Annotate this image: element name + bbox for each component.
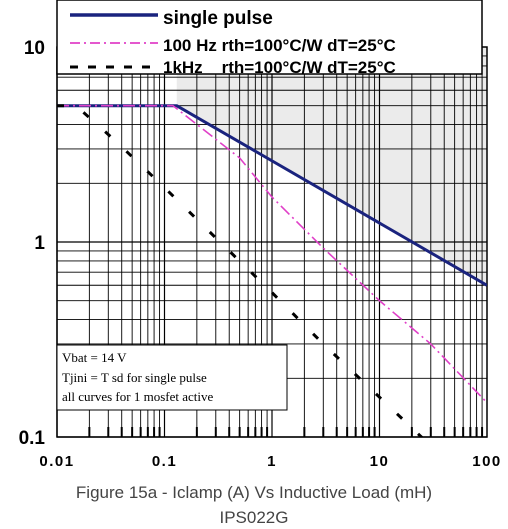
- annotation-line: Vbat = 14 V: [62, 350, 127, 365]
- legend-label-100hz: 100 Hz rth=100°C/W dT=25°C: [163, 36, 396, 55]
- legend-label-single-pulse: single pulse: [163, 8, 273, 29]
- figure-subcaption: IPS022G: [219, 508, 289, 527]
- x-tick-label: 1: [267, 453, 277, 470]
- legend-label-1khz: 1kHz rth=100°C/W dT=25°C: [163, 58, 396, 77]
- tick-labels: 0.01 0.1 1 10 100 10 1 0.1: [19, 38, 502, 470]
- x-tick-label: 0.1: [152, 453, 177, 470]
- legend: single pulse 100 Hz rth=100°C/W dT=25°C …: [56, 0, 483, 77]
- annotation-box: Vbat = 14 V Tjini = T sd for single puls…: [56, 344, 288, 411]
- shaded-region: [176, 47, 487, 286]
- series-line-2: [57, 104, 487, 404]
- y-tick-label: 0.1: [19, 428, 46, 449]
- annotation-line: Tjini = T sd for single pulse: [62, 370, 207, 385]
- x-tick-label: 10: [370, 453, 390, 470]
- series-lines: [57, 104, 487, 437]
- annotation-line: all curves for 1 mosfet active: [62, 389, 213, 404]
- y-tick-label: 10: [24, 38, 45, 59]
- chart: Vbat = 14 V Tjini = T sd for single puls…: [19, 0, 502, 470]
- x-tick-label: 0.01: [39, 453, 74, 470]
- figure-caption: Figure 15a - Iclamp (A) Vs Inductive Loa…: [75, 483, 433, 502]
- shaded-area: [176, 47, 487, 286]
- y-tick-label: 1: [34, 233, 45, 254]
- x-tick-label: 100: [472, 453, 502, 470]
- axis-ticks: [88, 427, 484, 437]
